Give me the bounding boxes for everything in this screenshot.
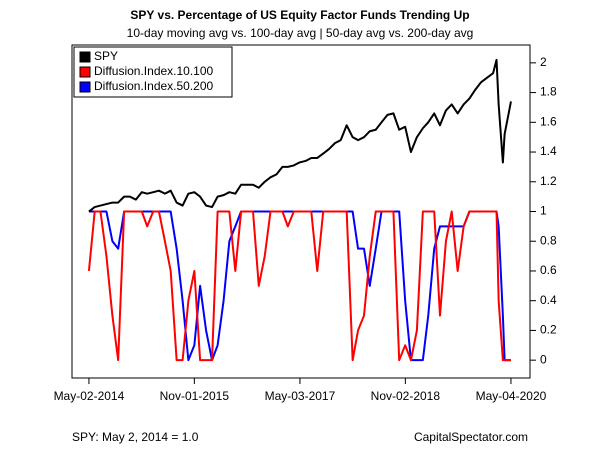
legend-frame [73, 46, 233, 98]
y-tick-label: 0.8 [540, 233, 557, 247]
y-tick-label: 1.6 [540, 114, 557, 128]
series-line [87, 210, 511, 362]
y-tick-label: 1 [540, 204, 547, 218]
y-tick-label: 0.6 [540, 263, 557, 277]
y-tick-label: 0.4 [540, 293, 557, 307]
y-tick-label: 0.2 [540, 323, 557, 337]
x-tick-label: Nov-02-2018 [371, 389, 441, 403]
y-tick-label: 0 [540, 352, 547, 366]
legend-swatch [79, 66, 91, 78]
source: CapitalSpectator.com [414, 430, 528, 444]
x-tick-label: May-02-2014 [54, 389, 125, 403]
legend-label: Diffusion.Index.50.200 [94, 79, 214, 93]
series-line [88, 58, 512, 213]
y-tick-label: 1.2 [540, 174, 557, 188]
y-tick-label: 2 [540, 55, 547, 69]
x-tick-label: May-04-2020 [476, 389, 547, 403]
x-tick-label: May-03-2017 [265, 389, 336, 403]
legend-label: Diffusion.Index.10.100 [94, 64, 214, 78]
footnote: SPY: May 2, 2014 = 1.0 [72, 430, 199, 444]
legend-label: SPY [94, 49, 118, 63]
y-tick-label: 1.4 [540, 144, 557, 158]
legend-swatch [79, 51, 91, 63]
legend-swatch [79, 81, 91, 93]
chart-subtitle: 10-day moving avg vs. 100-day avg | 50-d… [127, 26, 474, 40]
x-tick-label: Nov-01-2015 [160, 389, 230, 403]
y-tick-label: 1.8 [540, 85, 557, 99]
chart-title: SPY vs. Percentage of US Equity Factor F… [130, 8, 469, 22]
